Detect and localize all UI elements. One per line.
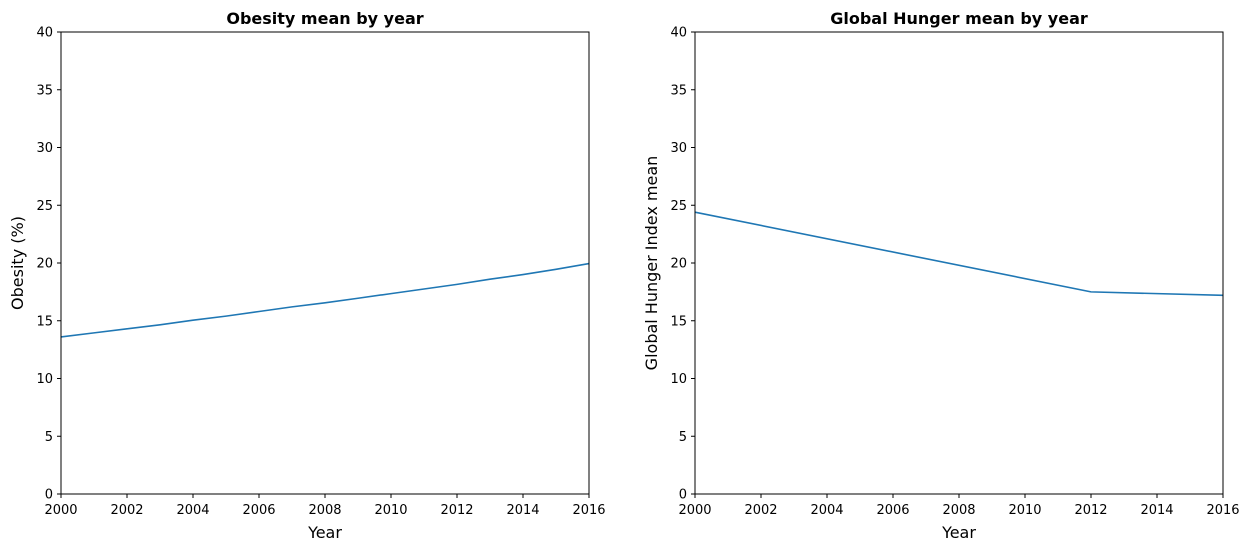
y-tick-label: 10 — [36, 372, 53, 387]
x-tick-label: 2004 — [176, 503, 209, 518]
series-line — [694, 211, 1224, 297]
y-tick-label: 30 — [36, 141, 53, 156]
y-tick-group: 0 5 10 15 20 25 30 35 40 — [36, 26, 61, 503]
plot-frame — [60, 31, 590, 495]
x-tick-label: 2008 — [308, 503, 341, 518]
global-hunger-chart: Global Hunger mean by year Year Global H… — [642, 9, 1240, 542]
y-tick-label: 5 — [679, 430, 687, 445]
y-tick-label: 35 — [36, 83, 53, 98]
series-line — [60, 262, 590, 338]
x-tick-label: 2012 — [1074, 503, 1107, 518]
x-axis-label: Year — [941, 523, 976, 542]
y-tick-label: 0 — [45, 488, 53, 503]
x-tick-label: 2008 — [942, 503, 975, 518]
x-tick-label: 2004 — [810, 503, 843, 518]
x-tick-group: 2000 2002 2004 2006 2008 2010 2012 2014 2016 — [44, 494, 606, 518]
x-tick-label: 2014 — [1140, 503, 1173, 518]
x-tick-label: 2002 — [744, 503, 777, 518]
x-tick-label: 2012 — [440, 503, 473, 518]
y-tick-label: 40 — [36, 26, 53, 41]
y-tick-label: 15 — [36, 314, 53, 329]
y-tick-label: 25 — [36, 199, 53, 214]
y-tick-label: 10 — [670, 372, 687, 387]
plot-frame — [694, 31, 1224, 495]
y-tick-label: 5 — [45, 430, 53, 445]
y-tick-label: 15 — [670, 314, 687, 329]
y-axis-label: Global Hunger Index mean — [642, 156, 661, 371]
y-tick-label: 25 — [670, 199, 687, 214]
y-tick-group: 0 5 10 15 20 25 30 35 40 — [670, 26, 695, 503]
y-tick-label: 20 — [670, 257, 687, 272]
x-axis-label: Year — [307, 523, 342, 542]
x-tick-label: 2000 — [44, 503, 77, 518]
series-group — [60, 262, 590, 338]
x-tick-label: 2010 — [1008, 503, 1041, 518]
series-group — [694, 211, 1224, 297]
x-tick-label: 2016 — [1206, 503, 1239, 518]
x-tick-label: 2002 — [110, 503, 143, 518]
chart-title: Obesity mean by year — [226, 9, 423, 28]
x-tick-label: 2000 — [678, 503, 711, 518]
y-tick-label: 0 — [679, 488, 687, 503]
x-tick-label: 2010 — [374, 503, 407, 518]
y-tick-label: 30 — [670, 141, 687, 156]
x-tick-label: 2016 — [572, 503, 605, 518]
y-axis-label: Obesity (%) — [8, 216, 27, 310]
y-tick-label: 35 — [670, 83, 687, 98]
obesity-chart: Obesity mean by year Year Obesity (%) 20… — [8, 9, 606, 542]
x-tick-group: 2000 2002 2004 2006 2008 2010 2012 2014 2016 — [678, 494, 1240, 518]
x-tick-label: 2014 — [506, 503, 539, 518]
x-tick-label: 2006 — [876, 503, 909, 518]
y-tick-label: 40 — [670, 26, 687, 41]
y-tick-label: 20 — [36, 257, 53, 272]
x-tick-label: 2006 — [242, 503, 275, 518]
chart-title: Global Hunger mean by year — [830, 9, 1088, 28]
